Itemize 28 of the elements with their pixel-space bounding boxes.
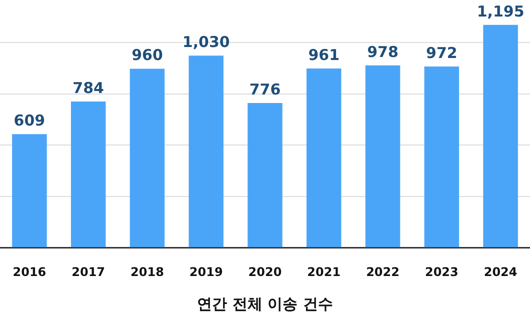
bar	[188, 56, 224, 248]
x-tick-label: 2016	[12, 264, 46, 279]
data-label: 961	[308, 46, 340, 64]
bar	[130, 68, 165, 248]
x-tick-label: 2020	[248, 264, 282, 279]
x-axis-title: 연간 전체 이송 건수	[197, 294, 333, 313]
bar	[12, 134, 47, 248]
bar	[483, 24, 518, 248]
x-tick-label: 2017	[72, 264, 106, 279]
data-label: 972	[426, 44, 458, 62]
bar	[248, 103, 282, 248]
x-tick-label: 2024	[484, 264, 518, 279]
data-label: 1,195	[476, 2, 524, 20]
bar	[306, 68, 342, 248]
x-tick-label: 2018	[130, 264, 164, 279]
x-tick-label: 2023	[424, 264, 458, 279]
x-tick-label: 2022	[366, 264, 400, 279]
data-label: 978	[367, 42, 398, 61]
bar	[70, 102, 106, 248]
bar	[365, 65, 400, 248]
data-label: 609	[14, 112, 46, 130]
x-tick-label: 2021	[307, 264, 341, 279]
bar	[424, 66, 460, 248]
data-label: 784	[72, 78, 104, 97]
x-tick-label: 2019	[189, 264, 223, 279]
data-label: 1,030	[182, 33, 230, 52]
data-label: 960	[132, 46, 163, 64]
data-label: 776	[249, 80, 281, 98]
